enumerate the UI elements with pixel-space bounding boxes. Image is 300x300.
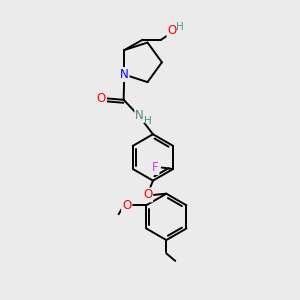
- Text: O: O: [143, 188, 152, 201]
- Text: H: H: [144, 116, 151, 126]
- Text: O: O: [97, 92, 106, 105]
- Text: F: F: [152, 161, 158, 174]
- Text: H: H: [176, 22, 184, 32]
- Text: N: N: [135, 109, 144, 122]
- Text: N: N: [120, 68, 129, 81]
- Text: O: O: [122, 199, 131, 212]
- Text: O: O: [167, 24, 177, 37]
